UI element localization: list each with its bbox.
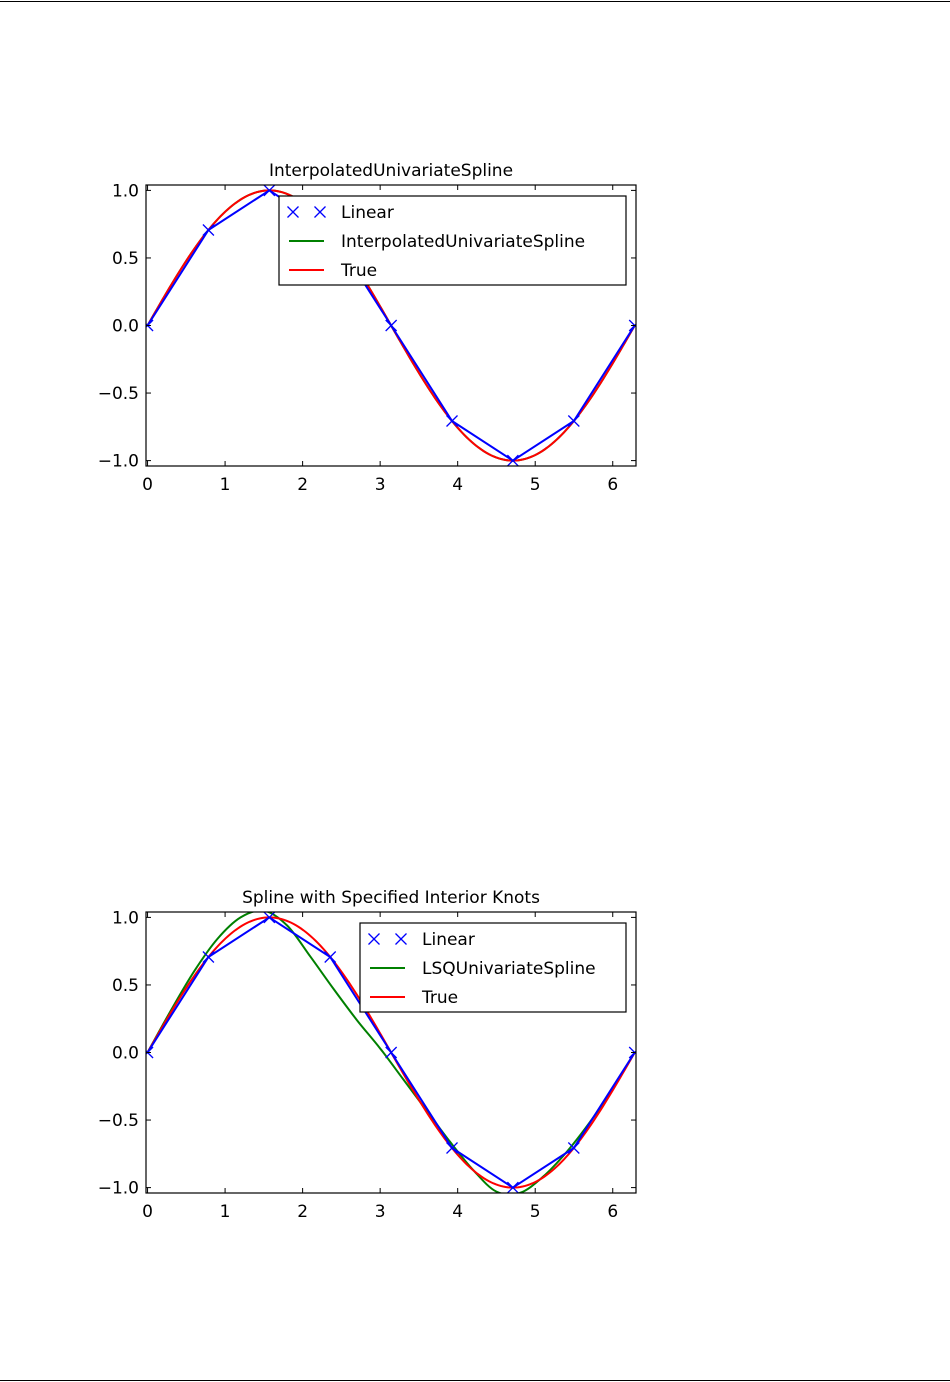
x-tick-label: 4 — [452, 1202, 463, 1222]
x-tick-label: 6 — [607, 1202, 618, 1222]
chart-interpolated-spline: InterpolatedUnivariateSpline 0 1 2 3 4 5 6 1.0 0.… — [98, 161, 637, 495]
legend: Linear LSQUnivariateSpline True — [359, 922, 627, 1013]
x-tick-label: 3 — [375, 475, 386, 495]
y-tick-label: 0.0 — [112, 317, 139, 337]
x-tick-label: 5 — [530, 475, 541, 495]
legend-label: Linear — [341, 203, 394, 223]
plot-area — [146, 185, 636, 466]
chart-specified-knots: Spline with Specified Interior Knots 0 1 2 3… — [98, 888, 637, 1222]
legend-label: InterpolatedUnivariateSpline — [341, 232, 585, 252]
page-top-rule — [0, 1, 950, 2]
y-tick-label: −0.5 — [98, 1111, 139, 1131]
legend-box — [278, 195, 627, 286]
data-point-marker — [567, 1142, 580, 1154]
y-tick-label: 1.0 — [112, 908, 139, 928]
x-tick-label: 4 — [452, 475, 463, 495]
y-tick-label: 0.5 — [112, 249, 139, 269]
x-tick-label: 0 — [142, 475, 153, 495]
legend-label: True — [421, 988, 458, 1008]
legend: Linear InterpolatedUnivariateSpline True — [278, 195, 627, 286]
data-point-marker — [263, 185, 276, 197]
data-point-marker — [263, 912, 276, 924]
page-bottom-rule — [0, 1380, 950, 1381]
x-tick-label: 1 — [220, 475, 231, 495]
x-tick-label: 2 — [297, 1202, 308, 1222]
legend-label: Linear — [422, 930, 475, 950]
data-point-marker — [385, 1046, 398, 1059]
data-point-marker — [506, 1181, 519, 1193]
data-point-marker — [567, 415, 580, 427]
data-point-marker — [385, 319, 398, 332]
x-tick-label: 2 — [297, 475, 308, 495]
chart-title: InterpolatedUnivariateSpline — [269, 161, 513, 181]
x-tick-label: 0 — [142, 1202, 153, 1222]
data-point-marker — [202, 951, 215, 963]
x-tick-label: 5 — [530, 1202, 541, 1222]
legend-marker — [395, 933, 407, 945]
legend-marker — [314, 206, 326, 218]
y-tick-label: −1.0 — [98, 452, 139, 472]
data-point-marker — [446, 1142, 458, 1154]
series-line-lsqunivariatespline — [146, 912, 636, 1193]
legend-marker — [287, 206, 299, 218]
chart-title: Spline with Specified Interior Knots — [242, 888, 540, 908]
legend-label: LSQUnivariateSpline — [422, 959, 596, 979]
x-tick-label: 3 — [375, 1202, 386, 1222]
x-tick-label: 1 — [220, 1202, 231, 1222]
data-point-marker — [202, 224, 215, 236]
legend-marker — [368, 933, 380, 945]
x-tick-label: 6 — [607, 475, 618, 495]
y-tick-label: −0.5 — [98, 384, 139, 404]
plot-area — [146, 912, 636, 1193]
data-point-marker — [324, 951, 337, 963]
data-point-marker — [506, 454, 519, 466]
data-point-marker — [446, 415, 458, 427]
y-tick-label: −1.0 — [98, 1179, 139, 1199]
y-tick-label: 0.0 — [112, 1044, 139, 1064]
legend-label: True — [340, 261, 377, 281]
y-tick-label: 0.5 — [112, 976, 139, 996]
y-tick-label: 1.0 — [112, 181, 139, 201]
